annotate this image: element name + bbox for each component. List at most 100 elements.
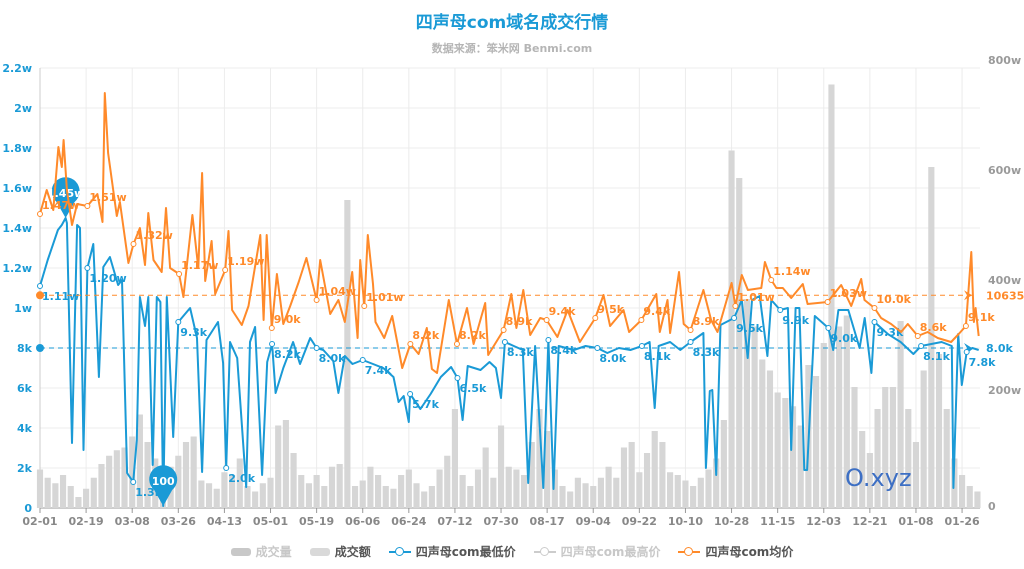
bar-turnover (390, 488, 397, 508)
data-point-label: 8.3k (693, 346, 720, 359)
bar-turnover (328, 466, 336, 508)
bar-turnover (743, 299, 750, 508)
data-point-marker (37, 211, 43, 217)
bar-turnover (974, 491, 981, 508)
bar-turnover (536, 409, 543, 508)
data-point-label: 1.19w (227, 255, 264, 268)
x-axis-tick-label: 10-28 (714, 515, 749, 528)
left-axis-tick-label: 8k (17, 342, 33, 355)
min-pin-label: 100 (152, 475, 175, 488)
bar-turnover (282, 420, 289, 508)
x-axis-tick-label: 07-12 (437, 515, 472, 528)
bar-turnover (52, 483, 59, 508)
bar-turnover (467, 486, 474, 508)
bar-turnover (820, 343, 827, 508)
data-point-label: 2.0k (228, 472, 255, 485)
x-axis-tick-label: 12-21 (852, 515, 887, 528)
bar-turnover (98, 464, 105, 508)
bar-turnover (789, 406, 797, 508)
data-point-label: 9.0k (274, 313, 301, 326)
bar-turnover (643, 453, 651, 508)
bar-turnover (421, 491, 428, 508)
x-axis-tick-label: 03-26 (161, 515, 197, 528)
bar-turnover (236, 458, 243, 508)
data-point-label: 10.0k (876, 293, 911, 306)
data-point-label: 9.5k (736, 322, 763, 335)
data-point-marker (963, 349, 970, 355)
bar-turnover (697, 477, 704, 508)
bar-turnover (67, 486, 74, 508)
data-point-label: 1.32w (135, 229, 172, 242)
data-point-marker (313, 297, 320, 303)
bar-turnover (774, 392, 781, 508)
data-point-label: 8.2k (274, 348, 301, 361)
bar-turnover (367, 466, 374, 508)
data-point-label: 1.01w (737, 291, 774, 304)
legend-bar-swatch-icon (230, 547, 251, 556)
data-point-label: 7.4k (365, 364, 392, 377)
bar-turnover (213, 488, 220, 508)
bar-turnover (682, 480, 689, 508)
data-point-marker (594, 345, 601, 351)
left-axis-tick-label: 1w (14, 302, 32, 315)
data-point-marker (962, 323, 969, 329)
data-point-marker (407, 391, 414, 397)
data-point-marker (731, 315, 738, 321)
legend-item[interactable]: 四声母com均价 (678, 543, 793, 560)
bar-turnover (59, 475, 67, 508)
data-point-marker (871, 305, 878, 311)
data-point-label: 9.4k (549, 305, 576, 318)
left-axis-tick-label: 2k (17, 462, 33, 475)
bar-turnover (244, 486, 251, 508)
data-point-label: 8.6k (920, 321, 947, 334)
bar-turnover (843, 315, 850, 508)
data-point-label: 8.0k (319, 352, 346, 365)
legend-item[interactable]: 四声母com最低价 (388, 543, 516, 560)
bar-turnover (375, 475, 382, 508)
x-axis-tick-label: 06-06 (345, 515, 381, 528)
legend-item[interactable]: 成交量 (230, 543, 292, 560)
data-point-marker (407, 341, 414, 347)
data-point-marker (768, 277, 775, 283)
data-point-marker (313, 345, 320, 351)
bar-turnover (728, 150, 735, 508)
bar-turnover (474, 469, 482, 508)
bar-turnover (428, 486, 435, 508)
bar-turnover (713, 458, 720, 508)
data-point-label: 1.17w (181, 259, 218, 272)
bar-turnover (667, 472, 674, 508)
data-point-marker (687, 327, 694, 333)
x-axis-tick-label: 02-01 (22, 515, 57, 528)
bar-turnover (259, 483, 266, 508)
bar-turnover (766, 370, 774, 508)
left-axis-tick-label: 6k (17, 382, 33, 395)
data-point-marker (638, 343, 645, 349)
legend-line-swatch-icon (678, 546, 701, 557)
left-axis-tick-label: 1.6w (2, 182, 32, 195)
data-point-marker (732, 303, 739, 309)
legend-item[interactable]: 四声母com最高价 (533, 543, 660, 560)
max-pin-marker-icon (51, 177, 80, 218)
x-axis-tick-label: 12-03 (806, 515, 841, 528)
data-point-marker (918, 343, 925, 349)
bar-turnover (198, 480, 205, 508)
data-point-marker (777, 307, 784, 313)
data-point-label: 8.9k (506, 315, 533, 328)
data-point-label: 8.4k (550, 344, 577, 357)
bar-turnover (613, 477, 620, 508)
data-point-marker (687, 339, 694, 345)
bar-turnover (851, 387, 858, 508)
legend: 成交量 成交额 四声母com最低价 四声母com最高价 四声母com均价 (0, 543, 1024, 560)
data-point-label: 8.9k (693, 315, 720, 328)
x-axis-tick-label: 11-15 (760, 515, 795, 528)
data-point-label: 9.3k (180, 326, 207, 339)
legend-label: 四声母com均价 (705, 545, 794, 559)
bar-turnover (866, 453, 873, 508)
data-point-marker (222, 267, 229, 273)
bar-turnover (321, 486, 328, 508)
data-point-label: 9.5k (597, 303, 624, 316)
legend-item[interactable]: 成交额 (309, 543, 371, 560)
data-point-marker (175, 319, 182, 325)
right-axis-tick-label: 600w (988, 164, 1021, 177)
